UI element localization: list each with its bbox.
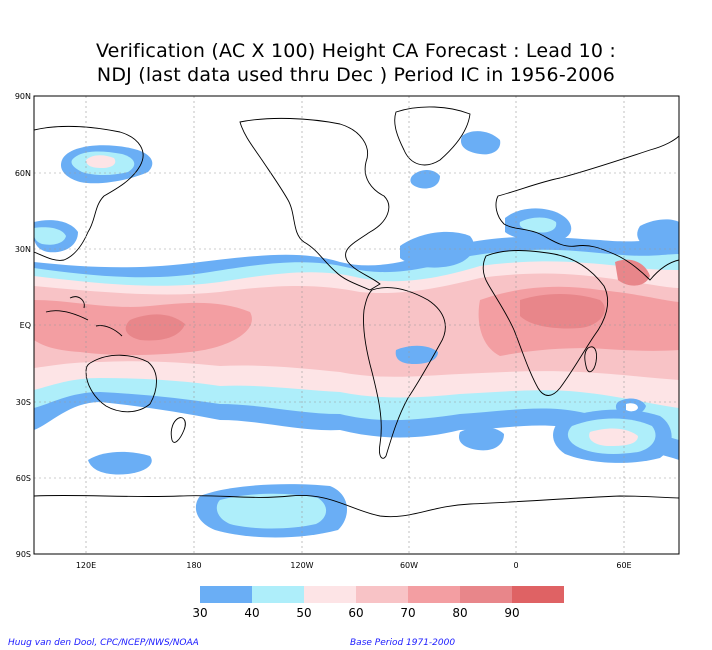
graticule [34,96,679,554]
credit-text: Huug van den Dool, CPC/NCEP/NWS/NOAA [8,638,199,648]
colorbar-label: 90 [504,606,519,620]
patch-mediterranean-core [519,217,557,233]
colorbar-swatch-30-40 [200,586,252,603]
longitude-labels: 120E 180 120W 60W 0 60E [76,561,632,570]
colorbar-swatch-40-50 [252,586,304,603]
patch-s-atlantic [458,426,504,451]
coast-indonesia [45,296,123,337]
lat-label: 30S [16,398,31,407]
lon-label: 120W [290,561,313,570]
colorbar-swatch-80-90 [460,586,512,603]
patch-s-pacific-60s-core [216,493,327,529]
band-80-90-west [125,314,185,341]
lon-label: 120E [76,561,96,570]
patch-s-pacific-45s [88,451,152,475]
patch-w-pacific-30n-core [34,227,66,245]
colorbar: 30 40 50 60 70 80 90 [192,586,564,620]
lat-label: EQ [20,321,31,330]
coastlines [34,106,679,518]
coast-asia-west [34,125,144,261]
coast-south-america [363,287,446,459]
coast-north-america [239,117,390,291]
coast-new-zealand [170,417,186,443]
lon-label: 180 [186,561,201,570]
lon-label: 60W [400,561,418,570]
patch-siberia-core [86,155,116,168]
lon-label: 0 [513,561,518,570]
colorbar-label: 50 [296,606,311,620]
coast-africa [482,250,608,396]
patch-iceland [410,170,440,189]
lon-label: 60E [616,561,631,570]
lat-label: 60N [15,169,31,178]
band-80-90-africa [520,294,605,329]
lat-label: 90N [15,92,31,101]
colorbar-label: 60 [348,606,363,620]
base-period-text: Base Period 1971-2000 [350,638,456,648]
lat-label: 30N [15,245,31,254]
colorbar-label: 70 [400,606,415,620]
patch-s-indian-core [589,428,638,446]
colorbar-swatch-50-60 [304,586,356,603]
patch-greenland-east [460,131,501,155]
colorbar-label: 30 [192,606,207,620]
shaded-field [34,131,679,538]
coast-australia [85,354,157,413]
patch-s-ocean-ring-core [626,403,638,412]
coast-madagascar [584,346,597,373]
lat-label: 90S [16,550,31,559]
colorbar-label: 40 [244,606,259,620]
coast-eurasia [495,135,679,281]
colorbar-label: 80 [452,606,467,620]
map-frame [33,95,680,555]
patch-far-east [637,219,679,251]
map-title-line-2: NDJ (last data used thru Dec ) Period IC… [96,64,616,86]
map-title-line-1: Verification (AC X 100) Height CA Foreca… [95,40,617,62]
lat-label: 60S [16,474,31,483]
colorbar-swatch-70-80 [408,586,460,603]
coast-antarctica [34,494,679,518]
colorbar-swatch-90 [512,586,564,603]
latitude-labels: 90N 60N 30N EQ 30S 60S 90S [15,92,31,559]
coast-greenland [394,106,471,166]
patch-n-atlantic [400,231,474,268]
colorbar-swatch-60-70 [356,586,408,603]
patch-east-pacific-eq [395,345,438,364]
